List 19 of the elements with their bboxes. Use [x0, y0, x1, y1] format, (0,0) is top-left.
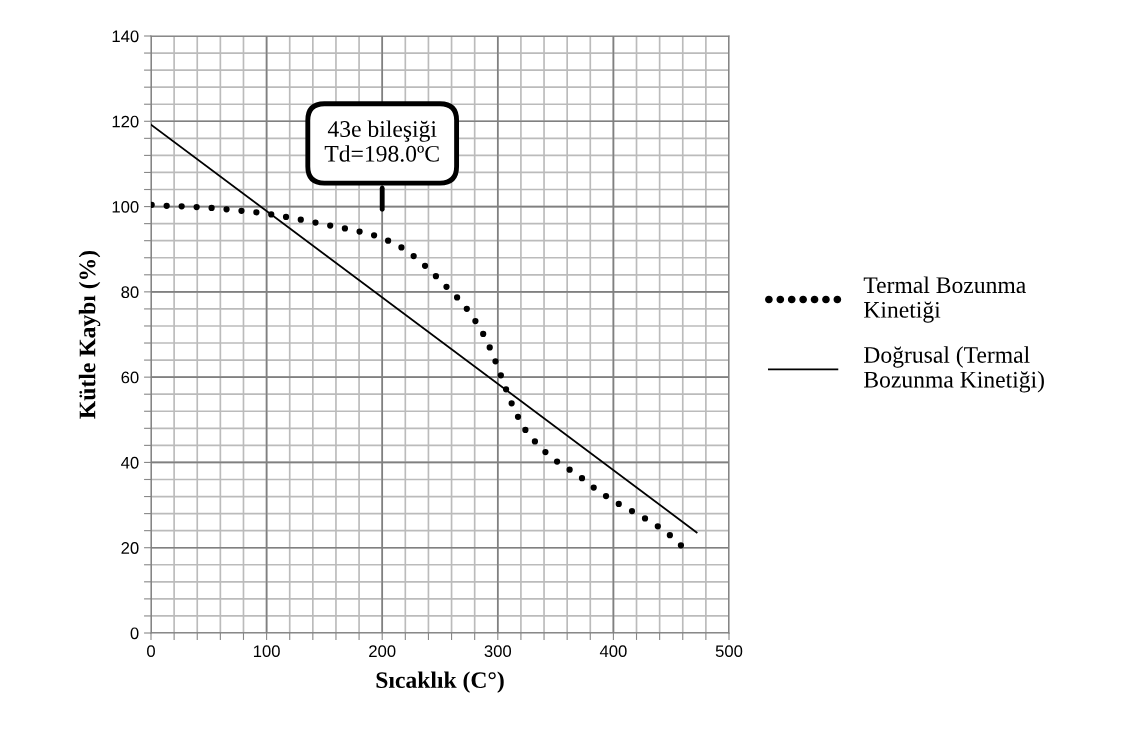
y-tick-label: 140 [112, 30, 139, 43]
legend-label: Doğrusal (Termal Bozunma Kinetiği) [864, 346, 1044, 393]
x-tick-label: 200 [369, 645, 396, 658]
y-tick-label: 80 [121, 286, 139, 299]
annotation: 43e bileşiği Td=198.0ºC [324, 120, 439, 162]
x-tick-label: 0 [147, 645, 155, 658]
x-tick-label: 100 [253, 645, 280, 658]
y-tick-label: 60 [121, 371, 139, 384]
x-tick-label: 300 [484, 645, 512, 658]
y-axis-title: Kütle Kaybı (%) [78, 250, 101, 419]
legend-label: Termal Bozunma Kinetiği [863, 276, 1026, 323]
x-axis-title: Sıcaklık (C°) [376, 671, 504, 693]
x-tick-label: 400 [599, 645, 627, 658]
y-tick-label: 0 [130, 627, 139, 640]
y-tick-label: 40 [121, 456, 139, 469]
y-tick-label: 120 [112, 115, 139, 128]
x-tick-label: 500 [715, 645, 743, 658]
y-tick-label: 100 [112, 200, 139, 213]
y-tick-label: 20 [121, 542, 139, 554]
